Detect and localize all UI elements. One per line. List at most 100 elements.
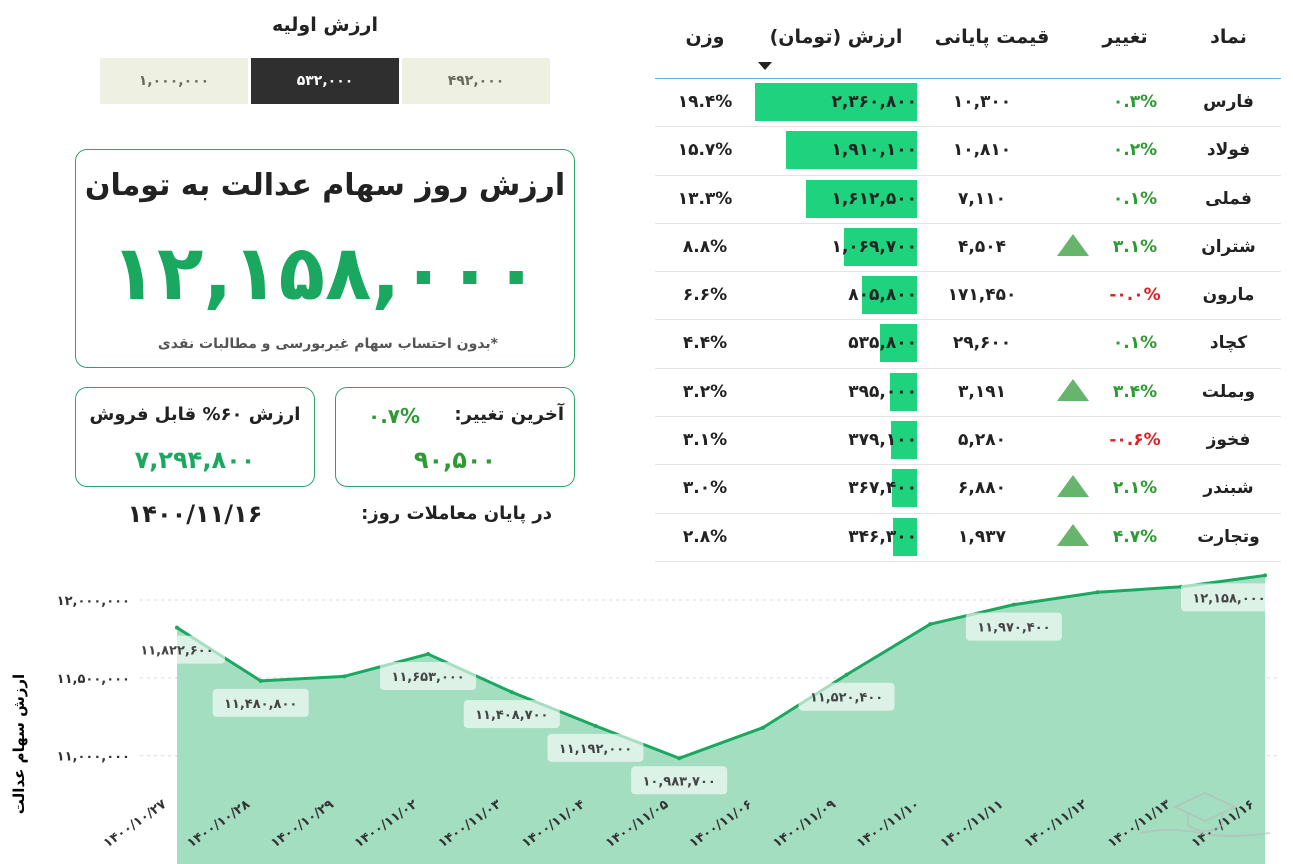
cell-symbol[interactable]: فولاد [1206,140,1251,161]
initial-value-option-1000000[interactable]: ۱,۰۰۰,۰۰۰ [100,58,248,104]
point-label: ۱۱,۴۰۸,۷۰۰ [463,700,560,729]
initial-value-selector: ۱,۰۰۰,۰۰۰ ۵۳۲,۰۰۰ ۴۹۲,۰۰۰ [100,58,550,104]
table-row[interactable]: فارس ۰.۳% ۱۰,۳۰۰ ۲,۳۶۰,۸۰۰ ۱۹.۴% [655,79,1281,128]
current-value-amount: ۱۲,۱۵۸,۰۰۰ [110,228,540,317]
value-history-chart: ارزش سهام عدالت ۱۲,۰۰۰,۰۰۰ ۱۱,۵۰۰,۰۰۰ ۱۱,۰… [10,573,1280,864]
header-symbol[interactable]: نماد [1210,26,1247,48]
cell-value-text: ۳۷۹,۱۰۰ [848,430,917,451]
area-series [175,573,1267,864]
header-value[interactable]: ارزش (تومان) [769,26,903,48]
table-row[interactable]: وتجارت ۴.۷% ۱,۹۳۷ ۳۴۶,۳۰۰ ۲.۸% [655,514,1281,562]
cell-change: ۰.۱% [1112,333,1158,354]
cell-value: ۵۳۵,۸۰۰ [755,320,917,367]
value-bar [893,517,917,556]
last-change-percent: ۰.۷% [368,404,421,428]
cell-value: ۸۰۵,۸۰۰ [755,272,917,319]
table-row[interactable]: فخوز -۰.۶% ۵,۲۸۰ ۳۷۹,۱۰۰ ۳.۱% [655,417,1281,466]
table-body: فارس ۰.۳% ۱۰,۳۰۰ ۲,۳۶۰,۸۰۰ ۱۹.۴% فولاد ۰.۲% ۱۰,… [655,79,1281,562]
cell-value: ۳۶۷,۴۰۰ [755,465,917,512]
header-weight[interactable]: وزن [685,26,725,48]
cell-change: -۰.۰% [1109,285,1161,306]
cell-symbol[interactable]: مارون [1202,285,1255,306]
point-label-text: ۱۱,۸۲۲,۶۰۰ [140,644,213,659]
last-change-label: آخرین تغییر: [454,404,564,425]
point-label-text: ۱۱,۹۷۰,۴۰۰ [977,621,1050,636]
cell-value: ۳۹۵,۰۰۰ [755,369,917,416]
cell-close-price: ۶,۸۸۰ [958,478,1006,499]
value-bar [890,372,917,411]
initial-value-option-532000[interactable]: ۵۳۲,۰۰۰ [251,58,399,104]
point-label: ۱۰,۹۸۳,۷۰۰ [631,766,728,795]
cell-weight: ۱۹.۴% [677,92,733,112]
table-row[interactable]: شبندر ۲.۱% ۶,۸۸۰ ۳۶۷,۴۰۰ ۳.۰% [655,465,1281,514]
cell-symbol[interactable]: کچاد [1209,333,1248,354]
watermark-logo-icon [1139,791,1271,837]
point-label-bg [798,682,895,711]
cell-close-price: ۱۷۱,۴۵۰ [947,285,1017,306]
cell-symbol[interactable]: فخوز [1206,430,1251,451]
data-point[interactable] [677,756,682,761]
area-fill [177,575,1265,864]
table-row[interactable]: شتران ۳.۱% ۴,۵۰۴ ۱,۰۶۹,۷۰۰ ۸.۸% [655,224,1281,273]
table-row[interactable]: مارون -۰.۰% ۱۷۱,۴۵۰ ۸۰۵,۸۰۰ ۶.۶% [655,272,1281,321]
header-close-price[interactable]: قیمت پایانی [934,26,1050,48]
cell-value: ۱,۶۱۲,۵۰۰ [755,176,917,223]
cell-symbol[interactable]: شتران [1201,236,1256,257]
initial-value-option-492000[interactable]: ۴۹۲,۰۰۰ [402,58,550,104]
data-point[interactable] [844,672,849,677]
cell-value: ۲,۳۶۰,۸۰۰ [755,79,917,126]
cell-change: ۳.۴% [1112,381,1158,402]
table-row[interactable]: فملی ۰.۱% ۷,۱۱۰ ۱,۶۱۲,۵۰۰ ۱۳.۳% [655,176,1281,224]
last-change-card: آخرین تغییر: ۰.۷% ۹۰,۵۰۰ [335,387,575,487]
y-tick-label: ۱۲,۰۰۰,۰۰۰ [57,594,130,609]
point-label-bg [212,688,309,717]
cell-close-price: ۱,۹۳۷ [958,526,1006,547]
point-label: ۱۱,۱۹۲,۰۰۰ [547,733,644,762]
point-label-text: ۱۱,۱۹۲,۰۰۰ [559,742,632,757]
data-point[interactable] [593,723,598,728]
point-label: ۱۲,۱۵۸,۰۰۰ [1181,583,1277,612]
value-bar [862,276,917,315]
data-point[interactable] [928,622,933,627]
table-row[interactable]: فولاد ۰.۲% ۱۰,۸۱۰ ۱,۹۱۰,۱۰۰ ۱۵.۷% [655,127,1281,176]
data-point[interactable] [1011,602,1016,607]
cell-change: ۲.۱% [1112,478,1158,499]
table-row[interactable]: وبملت ۳.۴% ۳,۱۹۱ ۳۹۵,۰۰۰ ۳.۲% [655,369,1281,418]
cell-value-text: ۱,۶۱۲,۵۰۰ [831,188,917,209]
cell-symbol[interactable]: فارس [1203,92,1254,112]
data-point[interactable] [509,690,514,695]
cell-change: -۰.۶% [1109,430,1161,451]
cell-close-price: ۷,۱۱۰ [958,188,1006,209]
point-label-text: ۱۱,۵۲۰,۴۰۰ [810,691,883,706]
data-point[interactable] [1095,590,1100,595]
header-change[interactable]: تغییر [1102,26,1148,48]
cell-change-arrow [1053,320,1093,367]
cell-symbol[interactable]: فملی [1205,188,1252,209]
cell-change-arrow [1053,79,1093,126]
cell-close-price: ۵,۲۸۰ [958,430,1006,451]
data-point[interactable] [426,652,431,657]
cell-symbol[interactable]: شبندر [1203,478,1254,499]
point-label-text: ۱۲,۱۵۸,۰۰۰ [1192,591,1265,606]
y-axis-label: ارزش سهام عدالت [10,674,28,814]
data-point[interactable] [760,725,765,730]
cell-change-arrow [1053,514,1093,561]
cell-value-text: ۸۰۵,۸۰۰ [848,285,917,306]
cell-weight: ۴.۴% [682,333,728,354]
value-bar [806,179,917,218]
cell-value-text: ۱,۰۶۹,۷۰۰ [831,236,917,257]
point-label-text: ۱۰,۹۸۳,۷۰۰ [642,774,715,789]
cell-weight: ۳.۰% [682,478,728,499]
table-row[interactable]: کچاد ۰.۱% ۲۹,۶۰۰ ۵۳۵,۸۰۰ ۴.۴% [655,320,1281,369]
data-point[interactable] [175,625,179,630]
sort-desc-icon[interactable] [758,62,772,70]
current-value-title: ارزش روز سهام عدالت به تومان [84,168,566,203]
data-point[interactable] [1263,573,1267,578]
data-point[interactable] [258,678,263,683]
data-point[interactable] [342,674,347,679]
point-label-bg [1181,583,1277,612]
cell-symbol[interactable]: وتجارت [1197,526,1260,547]
cell-weight: ۶.۶% [682,285,728,306]
cell-symbol[interactable]: وبملت [1201,381,1256,402]
trading-end-date: ۱۴۰۰/۱۱/۱۶ [127,500,263,528]
